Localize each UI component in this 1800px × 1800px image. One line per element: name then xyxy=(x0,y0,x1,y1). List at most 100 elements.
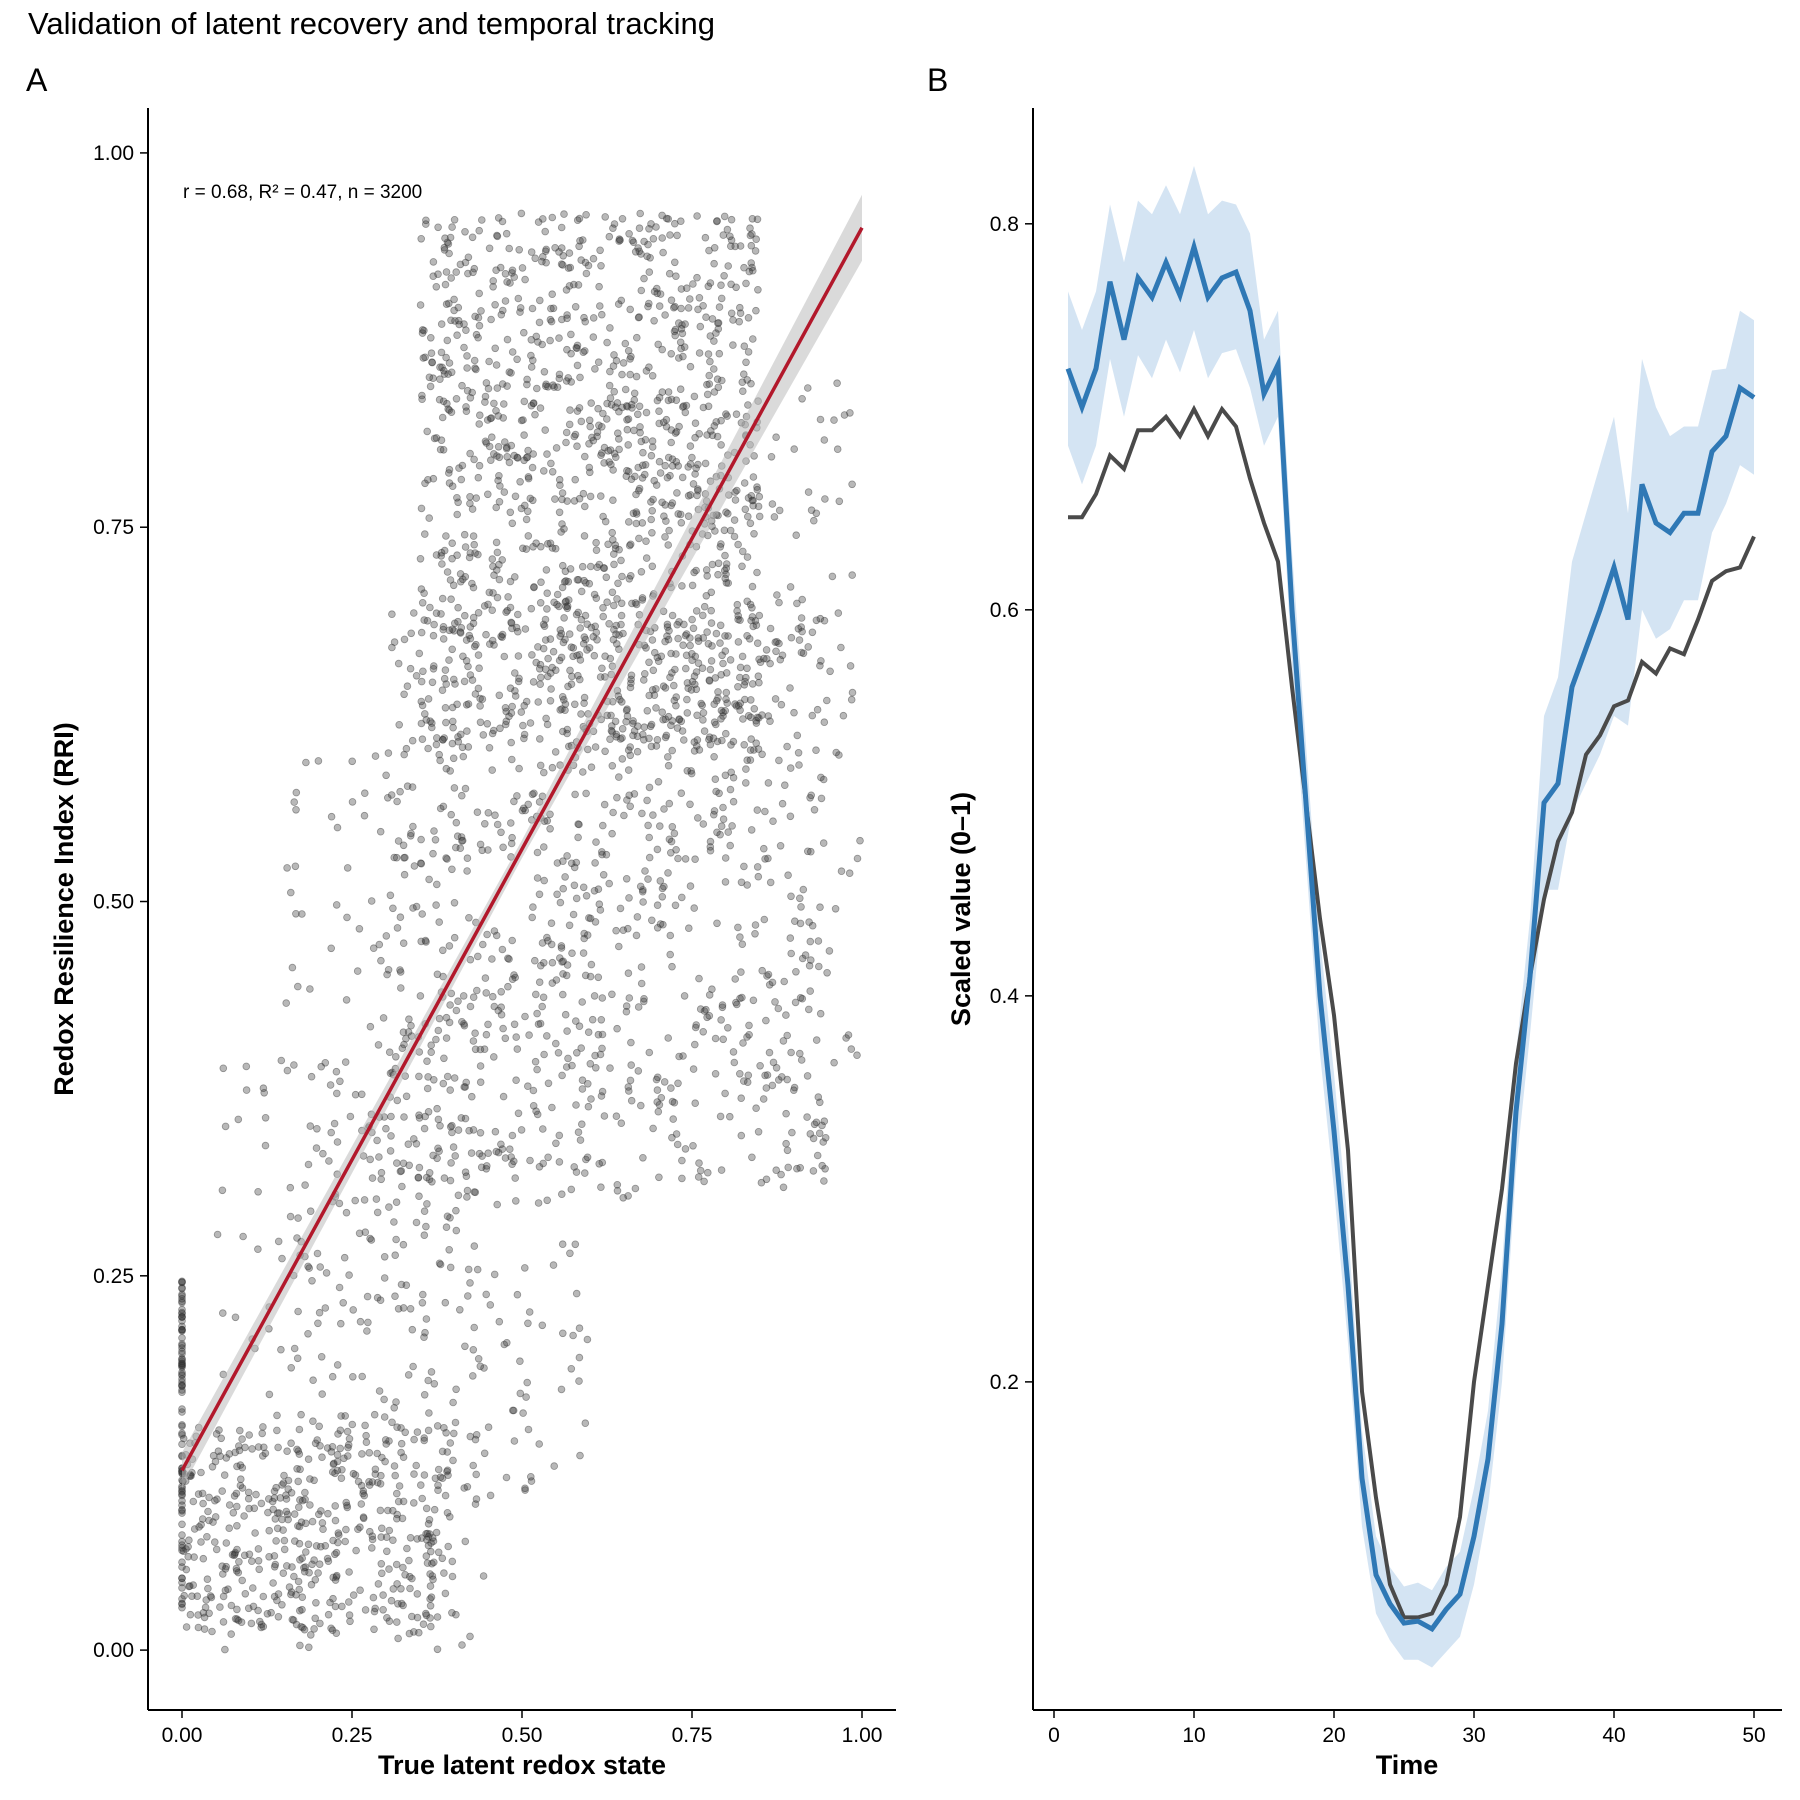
scatter-point xyxy=(349,1591,358,1599)
scatter-point xyxy=(721,632,729,640)
scatter-point xyxy=(660,805,668,813)
scatter-point xyxy=(613,399,622,407)
scatter-point xyxy=(599,409,607,418)
scatter-point xyxy=(796,993,805,1002)
scatter-point xyxy=(679,352,687,361)
scatter-point xyxy=(443,238,452,247)
scatter-point xyxy=(810,805,819,814)
scatter-point xyxy=(329,1460,338,1468)
scatter-point xyxy=(640,723,649,731)
scatter-point xyxy=(428,358,436,367)
scatter-point xyxy=(572,858,581,867)
scatter-point xyxy=(508,975,517,983)
scatter-point xyxy=(580,633,589,641)
scatter-point xyxy=(574,575,583,584)
scatter-point xyxy=(311,1576,320,1584)
scatter-point xyxy=(478,846,487,855)
scatter-point xyxy=(348,1420,357,1429)
scatter-point xyxy=(469,583,478,592)
scatter-point xyxy=(557,1190,566,1198)
scatter-point xyxy=(178,1501,186,1509)
scatter-point xyxy=(591,859,599,867)
scatter-point xyxy=(823,968,831,977)
scatter-point xyxy=(711,674,720,682)
scatter-point xyxy=(429,1575,437,1584)
scatter-point xyxy=(762,646,771,654)
scatter-point xyxy=(420,1391,429,1399)
scatter-point xyxy=(465,913,473,922)
scatter-point xyxy=(674,1079,682,1088)
scatter-point xyxy=(589,436,598,445)
scatter-point xyxy=(178,1344,186,1352)
scatter-point xyxy=(203,1533,211,1541)
scatter-point xyxy=(289,1616,298,1624)
scatter-point xyxy=(396,1167,405,1176)
scatter-point xyxy=(186,1582,194,1590)
scatter-point xyxy=(490,399,498,408)
scatter-point xyxy=(283,864,291,872)
scatter-point xyxy=(552,976,561,984)
scatter-point xyxy=(563,602,572,610)
scatter-point xyxy=(755,611,764,620)
scatter-point xyxy=(282,999,291,1007)
scatter-point xyxy=(807,791,815,800)
scatter-point xyxy=(540,1050,548,1059)
scatter-point xyxy=(705,677,714,685)
scatter-point xyxy=(709,734,718,742)
scatter-point xyxy=(478,695,487,703)
scatter-point xyxy=(227,1601,236,1610)
scatter-point xyxy=(293,982,302,991)
scatter-point xyxy=(535,1163,544,1171)
scatter-point xyxy=(549,1261,558,1269)
scatter-point xyxy=(551,244,559,252)
scatter-point xyxy=(674,462,682,470)
scatter-point xyxy=(649,811,657,819)
scatter-point xyxy=(574,833,582,842)
scatter-point xyxy=(830,1058,838,1067)
scatter-point xyxy=(714,688,722,696)
scatter-point xyxy=(449,754,458,763)
scatter-point xyxy=(425,1530,434,1538)
scatter-point xyxy=(466,634,475,643)
scatter-point xyxy=(581,317,589,326)
scatter-point xyxy=(630,396,639,404)
scatter-point xyxy=(487,414,496,422)
scatter-point xyxy=(548,763,557,772)
scatter-point xyxy=(527,351,535,360)
scatter-point xyxy=(482,379,491,387)
scatter-point xyxy=(552,1139,560,1148)
scatter-point xyxy=(462,1172,471,1180)
scatter-point xyxy=(575,675,584,684)
scatter-point xyxy=(464,1265,473,1274)
scatter-point xyxy=(742,673,750,682)
scatter-point xyxy=(491,811,499,819)
scatter-point xyxy=(399,1601,407,1610)
scatter-point xyxy=(578,236,587,244)
scatter-point xyxy=(575,404,584,412)
scatter-point xyxy=(762,1175,771,1184)
scatter-point xyxy=(384,749,393,757)
scatter-point xyxy=(434,1026,443,1035)
scatter-point xyxy=(664,388,673,396)
scatter-point xyxy=(722,410,730,418)
scatter-point xyxy=(468,579,476,588)
scatter-point xyxy=(752,1104,760,1112)
scatter-point xyxy=(178,1278,186,1286)
scatter-point xyxy=(231,1548,240,1557)
scatter-point xyxy=(579,949,588,957)
scatter-point xyxy=(216,1603,224,1611)
scatter-point xyxy=(283,1066,292,1075)
scatter-point xyxy=(438,735,447,744)
scatter-point xyxy=(536,761,545,770)
scatter-point xyxy=(583,1335,592,1344)
scatter-point xyxy=(361,1606,370,1614)
scatter-point xyxy=(643,706,652,715)
scatter-point xyxy=(743,376,751,384)
scatter-point xyxy=(521,1486,529,1494)
scatter-point xyxy=(615,631,623,639)
scatter-point xyxy=(639,898,647,906)
scatter-point xyxy=(592,594,601,602)
scatter-point xyxy=(647,742,656,751)
scatter-point xyxy=(354,1477,363,1486)
scatter-point xyxy=(629,731,637,740)
